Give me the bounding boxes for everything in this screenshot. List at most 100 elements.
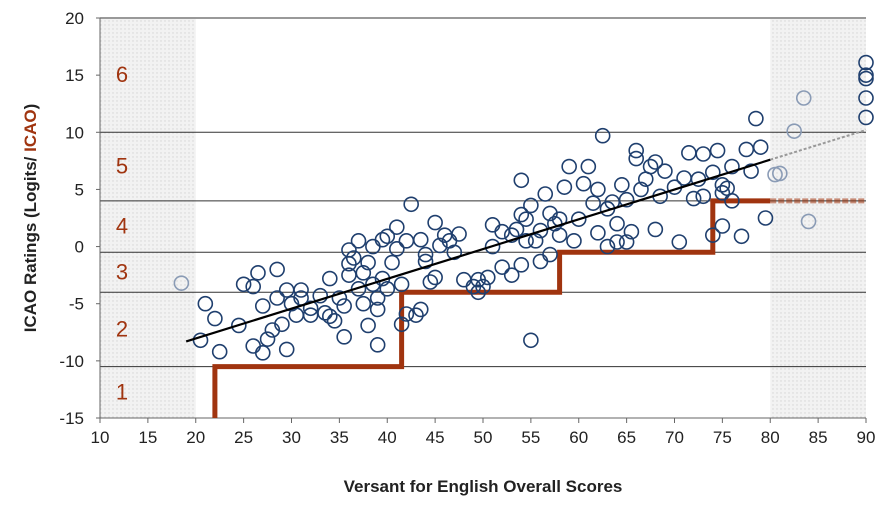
x-tick-label: 65 [617, 428, 636, 447]
data-point [211, 343, 228, 360]
data-point [642, 158, 659, 175]
x-tick-label: 60 [569, 428, 588, 447]
data-point [321, 308, 338, 325]
data-point [197, 295, 214, 312]
data-point [259, 331, 276, 347]
y-tick-label: -10 [59, 352, 84, 371]
y-tick-label: 10 [65, 123, 84, 142]
data-point [800, 213, 817, 230]
data-point [724, 158, 740, 175]
data-point [532, 253, 549, 270]
data-point [523, 197, 539, 214]
data-point [503, 267, 520, 283]
data-point [369, 301, 386, 318]
data-point [542, 246, 558, 263]
data-point [355, 295, 372, 312]
step-line [212, 198, 771, 418]
data-point [537, 186, 554, 202]
x-tick-label: 70 [665, 428, 684, 447]
data-point [317, 305, 333, 321]
data-point [274, 316, 290, 333]
level-label: 4 [116, 214, 128, 239]
data-point [408, 307, 424, 323]
data-point [412, 301, 429, 318]
trend-extension [769, 129, 867, 161]
data-point [427, 269, 443, 286]
data-point [695, 188, 712, 205]
y-label-part: ) [21, 104, 40, 110]
data-point [360, 317, 376, 334]
data-point [695, 146, 712, 162]
data-point [575, 175, 592, 192]
data-point [321, 270, 338, 287]
data-point [527, 233, 544, 249]
data-point [551, 227, 568, 243]
data-point [561, 158, 577, 175]
y-axis-label: ICAO Ratings (Logits/ ICAO) [21, 104, 40, 333]
data-point [393, 276, 410, 293]
data-point [858, 90, 874, 106]
data-point [556, 179, 573, 195]
data-point [748, 110, 764, 127]
data-point [288, 307, 305, 323]
x-tick-label: 35 [330, 428, 349, 447]
data-point [479, 269, 496, 286]
data-point [254, 298, 271, 314]
data-point [245, 278, 261, 295]
data-point [585, 195, 601, 211]
data-point [341, 242, 357, 258]
data-point [704, 227, 721, 243]
data-point [389, 241, 405, 257]
data-point [326, 313, 343, 329]
data-point [714, 185, 731, 201]
y-tick-label: -5 [69, 295, 84, 314]
data-point [733, 228, 750, 245]
x-tick-label: 10 [91, 428, 110, 447]
x-tick-label: 80 [761, 428, 780, 447]
data-point [231, 317, 247, 334]
data-point [446, 244, 463, 261]
data-point [417, 246, 434, 263]
data-point [336, 298, 352, 314]
data-point [494, 259, 510, 275]
data-point [336, 329, 352, 345]
data-point [618, 191, 635, 208]
shaded-region [770, 18, 866, 418]
data-point [350, 233, 367, 249]
x-tick-label: 45 [426, 428, 445, 447]
data-point [470, 284, 487, 301]
y-label-part: ICAO [21, 109, 40, 152]
data-point [594, 127, 611, 144]
data-point [743, 163, 759, 179]
data-point [379, 281, 396, 297]
data-point [417, 253, 434, 270]
data-point [599, 238, 616, 255]
data-point [369, 290, 386, 306]
data-point [360, 254, 376, 271]
x-tick-label: 90 [857, 428, 876, 447]
data-point [412, 231, 429, 248]
y-tick-label: 15 [65, 66, 84, 85]
data-point [858, 54, 874, 71]
data-point [389, 219, 405, 235]
data-point [795, 90, 812, 106]
data-point [518, 233, 534, 249]
data-point [580, 158, 597, 175]
data-point [278, 341, 295, 358]
data-point [609, 234, 625, 250]
shaded-region [100, 18, 196, 418]
x-tick-label: 40 [378, 428, 397, 447]
level-label: 5 [116, 154, 128, 179]
data-point [312, 287, 329, 304]
data-point [724, 193, 740, 209]
data-point [403, 196, 419, 213]
data-point [432, 237, 448, 254]
y-label-part: ICAO Ratings (Logits/ [21, 152, 40, 332]
data-point [772, 165, 788, 182]
x-tick-label: 20 [186, 428, 205, 447]
data-point [681, 145, 697, 161]
data-point [523, 332, 539, 349]
data-point [518, 211, 534, 227]
data-point [475, 278, 491, 295]
